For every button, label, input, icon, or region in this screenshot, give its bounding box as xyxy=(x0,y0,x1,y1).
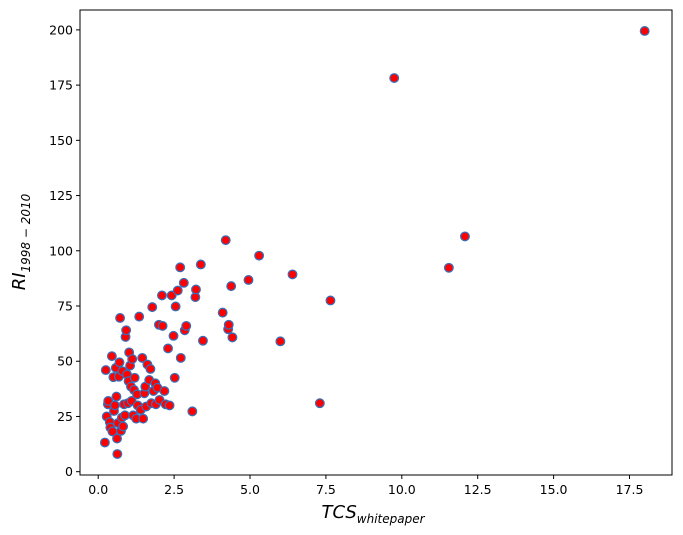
scatter-point xyxy=(175,352,186,363)
x-axis-ticks: 0.0 2.5 5.0 7.5 10.0 12.5 15.0 17.5 xyxy=(88,475,643,497)
x-axis-label: TCSwhitepaper xyxy=(321,502,425,526)
y-tick-label: 125 xyxy=(49,188,73,203)
scatter-point xyxy=(639,26,650,36)
y-tick-label: 100 xyxy=(49,243,73,258)
scatter-point xyxy=(127,354,138,364)
y-tick-label: 75 xyxy=(57,299,73,314)
x-tick-label: 2.5 xyxy=(164,482,184,497)
scatter-point xyxy=(169,372,180,383)
scatter-point xyxy=(443,262,454,273)
x-tick-label: 5.0 xyxy=(240,482,260,497)
scatter-point xyxy=(175,262,186,273)
scatter-point xyxy=(170,301,181,312)
scatter-point xyxy=(172,285,183,296)
scatter-point xyxy=(195,259,206,270)
x-tick-label: 0.0 xyxy=(88,482,108,497)
x-tick-label: 15.0 xyxy=(540,482,568,497)
x-axis-label-main: TCS xyxy=(321,502,356,523)
y-tick-label: 150 xyxy=(49,133,73,148)
data-points xyxy=(99,26,650,459)
plot-frame xyxy=(79,9,673,476)
scatter-point xyxy=(118,421,129,432)
scatter-point xyxy=(159,386,170,397)
scatter-point xyxy=(181,320,192,331)
scatter-point xyxy=(145,364,156,374)
scatter-point xyxy=(103,396,114,406)
scatter-point xyxy=(168,330,179,341)
scatter-point xyxy=(121,325,132,336)
scatter-point xyxy=(243,274,254,285)
x-tick-label: 17.5 xyxy=(616,482,644,497)
scatter-point xyxy=(119,410,130,421)
y-tick-label: 25 xyxy=(57,409,73,424)
scatter-point xyxy=(227,332,238,343)
scatter-point xyxy=(275,336,286,347)
scatter-point xyxy=(100,365,111,376)
scatter-point xyxy=(198,335,208,346)
scatter-point xyxy=(106,351,117,362)
scatter-point xyxy=(112,433,122,444)
scatter-point xyxy=(163,343,173,354)
scatter-point xyxy=(109,400,120,411)
scatter-point xyxy=(178,277,189,288)
scatter-point xyxy=(217,307,228,318)
scatter-point xyxy=(99,437,110,448)
y-tick-label: 50 xyxy=(57,354,73,369)
x-tick-label: 7.5 xyxy=(316,482,336,497)
scatter-point xyxy=(137,352,148,363)
scatter-point xyxy=(389,73,400,83)
scatter-point xyxy=(460,231,470,242)
scatter-point xyxy=(287,269,298,280)
scatter-point xyxy=(187,406,198,417)
scatter-point xyxy=(191,284,201,295)
y-axis-label-main: RI xyxy=(9,272,30,290)
scatter-point xyxy=(226,281,237,292)
scatter-point xyxy=(223,319,234,330)
scatter-point xyxy=(254,250,265,261)
scatter-point xyxy=(164,400,175,411)
scatter-point xyxy=(157,290,167,301)
y-axis-label: RI1998 − 2010 xyxy=(9,193,33,290)
scatter-point xyxy=(114,357,125,368)
y-axis-label-sub: 1998 − 2010 xyxy=(19,193,33,272)
scatter-point xyxy=(220,235,231,246)
y-tick-label: 0 xyxy=(65,464,73,479)
scatter-point xyxy=(129,372,140,383)
y-tick-label: 200 xyxy=(49,22,73,37)
x-tick-label: 12.5 xyxy=(464,482,492,497)
scatter-point xyxy=(325,295,336,306)
scatter-point xyxy=(134,311,145,322)
scatter-point xyxy=(314,398,325,409)
scatter-point xyxy=(147,302,158,313)
y-tick-label: 175 xyxy=(49,78,73,93)
scatter-point xyxy=(138,413,149,424)
scatter-point xyxy=(111,391,122,402)
scatter-point xyxy=(112,449,123,459)
x-tick-label: 10.0 xyxy=(388,482,416,497)
scatter-point xyxy=(115,312,126,323)
x-axis-label-sub: whitepaper xyxy=(357,512,426,526)
scatter-point xyxy=(157,320,168,331)
y-axis-ticks: 0 25 50 75 100 125 150 175 200 xyxy=(49,22,80,479)
